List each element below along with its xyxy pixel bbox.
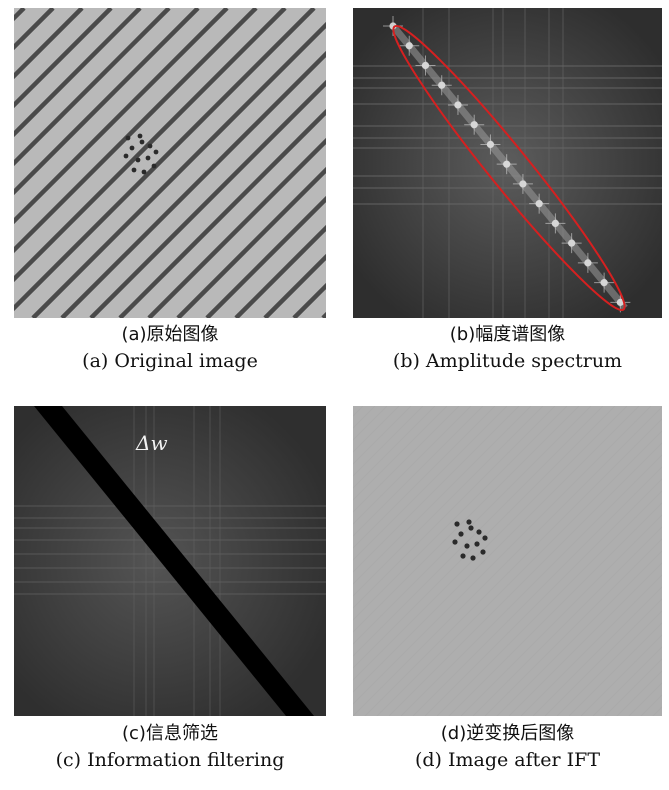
delta-w-label: Δw — [135, 431, 168, 455]
ift-dot-cluster — [452, 519, 488, 561]
caption-d: (d)逆变换后图像 (d) Image after IFT — [353, 721, 662, 773]
panel-image-after-ift — [353, 406, 662, 716]
panel-original-image — [14, 8, 326, 318]
ift-image-background — [353, 406, 662, 716]
spectrum-grid-lines — [353, 8, 662, 318]
caption-d-zh: (d)逆变换后图像 — [440, 723, 575, 744]
caption-b: (b)幅度谱图像 (b) Amplitude spectrum — [353, 322, 662, 374]
caption-a-zh: (a)原始图像 — [121, 324, 219, 345]
dot-cluster — [123, 133, 159, 175]
highlight-ellipse — [392, 25, 626, 311]
caption-d-en: (d) Image after IFT — [414, 749, 601, 771]
diagonal-stripes — [14, 8, 326, 318]
caption-c-zh: (c)信息筛选 — [122, 723, 218, 744]
ift-texture — [353, 406, 662, 716]
filtered-spectrum-grid-lines — [14, 406, 326, 716]
caption-a: (a)原始图像 (a) Original image — [14, 322, 326, 374]
caption-a-en: (a) Original image — [82, 350, 258, 372]
caption-b-zh: (b)幅度谱图像 — [449, 324, 566, 345]
caption-c: (c)信息筛选 (c) Information filtering — [14, 721, 326, 773]
spectrum-diagonal-peaks — [383, 16, 631, 313]
panel-information-filtering: Δw — [14, 406, 326, 716]
panel-amplitude-spectrum — [353, 8, 662, 318]
caption-b-en: (b) Amplitude spectrum — [392, 350, 623, 372]
filter-band — [34, 406, 314, 716]
stripe-image-background — [14, 8, 326, 318]
caption-c-en: (c) Information filtering — [55, 749, 285, 771]
